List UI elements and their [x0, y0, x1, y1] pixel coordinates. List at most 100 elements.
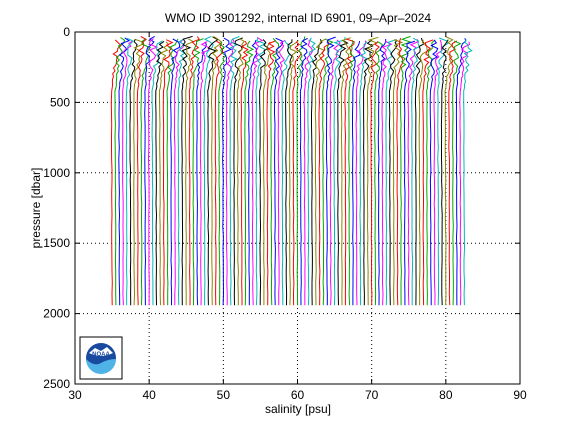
- profile-line: [136, 36, 147, 306]
- profile-line: [248, 39, 258, 306]
- x-tick-labels: 30 40 50 60 70 80 90: [68, 388, 527, 402]
- profile-line: [140, 38, 151, 306]
- x-tick-label: 70: [365, 388, 379, 402]
- profile-line: [177, 38, 186, 306]
- profile-line: [285, 39, 293, 306]
- x-axis-label: salinity [psu]: [265, 402, 331, 416]
- profile-line: [359, 41, 368, 306]
- y-tick-label: 2000: [43, 307, 70, 321]
- profile-line: [433, 39, 442, 306]
- profile-line: [362, 40, 374, 306]
- profile-line: [185, 38, 195, 306]
- noaa-logo: NOAA: [79, 336, 123, 380]
- y-tick-label: 500: [50, 95, 70, 109]
- profile-line: [240, 40, 249, 306]
- x-tick-label: 90: [513, 388, 527, 402]
- profile-line: [125, 37, 134, 306]
- chart-title: WMO ID 3901292, internal ID 6901, 09–Apr…: [165, 11, 431, 25]
- y-tick-labels: 0 500 1000 1500 2000 2500: [43, 25, 70, 391]
- profile-line: [155, 40, 165, 306]
- y-axis-label: pressure [dbar]: [29, 168, 43, 249]
- profile-line: [259, 39, 269, 306]
- profile-line: [448, 40, 458, 306]
- profile-line: [225, 38, 235, 306]
- profile-line: [426, 39, 436, 306]
- x-tick-label: 50: [217, 388, 231, 402]
- axis-ticks: [74, 31, 521, 385]
- profile-line: [118, 37, 131, 306]
- profile-line: [437, 37, 449, 306]
- profile-line: [281, 40, 292, 306]
- profile-line: [314, 38, 327, 306]
- profile-line: [355, 40, 367, 306]
- profile-line: [352, 40, 361, 306]
- profile-line: [166, 38, 179, 306]
- profile-line: [299, 37, 308, 306]
- profile-line: [370, 41, 380, 306]
- profile-line: [307, 37, 316, 306]
- profile-line: [452, 40, 462, 306]
- profile-line: [221, 37, 233, 306]
- profile-line: [110, 39, 122, 306]
- profile-line: [133, 38, 145, 306]
- profile-line: [336, 39, 349, 306]
- profile-line: [325, 36, 336, 306]
- profile-line: [214, 40, 223, 306]
- profile-line: [292, 41, 302, 306]
- profile-line: [218, 41, 227, 306]
- profile-line: [414, 37, 426, 306]
- profile-line: [329, 39, 341, 306]
- profile-line: [429, 39, 439, 306]
- profile-line: [366, 36, 379, 306]
- profile-line: [385, 39, 397, 306]
- profile-line: [270, 37, 280, 306]
- profile-line: [181, 35, 193, 306]
- x-tick-label: 30: [68, 388, 82, 402]
- profile-line: [396, 37, 404, 306]
- profile-line: [418, 39, 428, 306]
- profile-line: [273, 37, 284, 306]
- profile-line: [210, 36, 223, 306]
- profile-line: [377, 39, 387, 306]
- profile-line: [277, 39, 286, 306]
- x-tick-label: 80: [439, 388, 453, 402]
- profile-line: [188, 36, 200, 306]
- profile-line: [403, 40, 416, 306]
- profile-line: [199, 41, 210, 306]
- profile-line: [318, 41, 330, 306]
- profile-line: [236, 38, 246, 306]
- profile-lines: [110, 35, 473, 306]
- profile-line: [455, 38, 467, 306]
- profile-line: [333, 36, 346, 306]
- profile-line: [244, 40, 255, 306]
- profile-line: [340, 37, 351, 306]
- profile-line: [422, 39, 434, 306]
- x-tick-label: 40: [142, 388, 156, 402]
- profile-line: [444, 36, 454, 306]
- profile-line: [440, 39, 449, 306]
- profile-line: [311, 39, 323, 306]
- profile-line: [407, 38, 419, 306]
- profile-line: [374, 41, 383, 306]
- profile-line: [158, 41, 170, 306]
- profile-line: [296, 36, 306, 306]
- profile-line: [459, 41, 471, 306]
- profile-line: [162, 39, 174, 306]
- profile-line: [144, 35, 155, 306]
- profile-line: [173, 38, 185, 306]
- profile-line: [196, 41, 207, 306]
- profile-line: [114, 37, 126, 306]
- profile-line: [392, 39, 404, 306]
- profile-line: [399, 35, 413, 306]
- profile-line: [122, 40, 134, 306]
- profile-line: [129, 38, 138, 306]
- profile-line: [147, 38, 159, 306]
- profile-line: [207, 36, 219, 306]
- y-tick-label: 1000: [43, 166, 70, 180]
- profile-line: [192, 38, 204, 306]
- profile-line: [288, 40, 299, 306]
- profile-line: [229, 36, 240, 306]
- profile-line: [266, 40, 277, 306]
- profile-line: [255, 37, 267, 306]
